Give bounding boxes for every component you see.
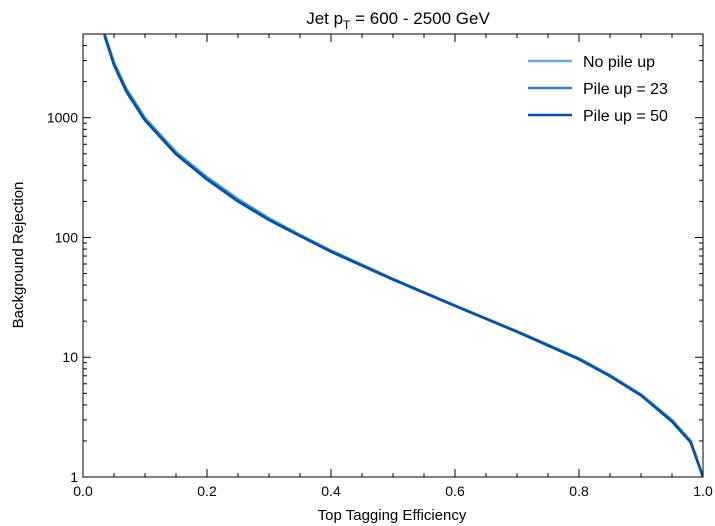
y-tick-label: 1 (70, 469, 78, 485)
x-axis-label: Top Tagging Efficiency (318, 507, 467, 524)
legend-label-3: Pile up = 50 (583, 108, 668, 125)
x-tick-label: 0.2 (197, 483, 217, 499)
plot-area (103, 34, 703, 477)
y-tick-label: 1000 (47, 110, 78, 126)
y-tick-label: 10 (62, 349, 78, 365)
title-subscript: T (343, 18, 351, 32)
x-tick-label: 0.8 (569, 483, 589, 499)
series-line-1 (103, 34, 703, 477)
x-tick-label: 0.0 (73, 483, 93, 499)
x-tick-label: 0.6 (445, 483, 465, 499)
legend-label-1: No pile up (583, 54, 655, 71)
title-main: Jet p (306, 9, 343, 28)
plot-frame (82, 33, 704, 478)
chart-title: Jet pT = 600 - 2500 GeV (306, 9, 490, 32)
y-tick-label: 100 (55, 229, 79, 245)
series-line-3 (103, 34, 703, 477)
axis-ticks: 0.0 0.2 0.4 0.6 0.8 1.0 1 10 100 1000 (47, 33, 713, 499)
title-rest: = 600 - 2500 GeV (350, 9, 490, 28)
y-axis-label: Background Rejection (10, 182, 27, 329)
series-line-2 (103, 34, 703, 477)
legend-label-2: Pile up = 23 (583, 81, 668, 98)
x-tick-label: 0.4 (321, 483, 341, 499)
x-tick-label: 1.0 (693, 483, 713, 499)
legend: No pile up Pile up = 23 Pile up = 50 (528, 54, 668, 125)
